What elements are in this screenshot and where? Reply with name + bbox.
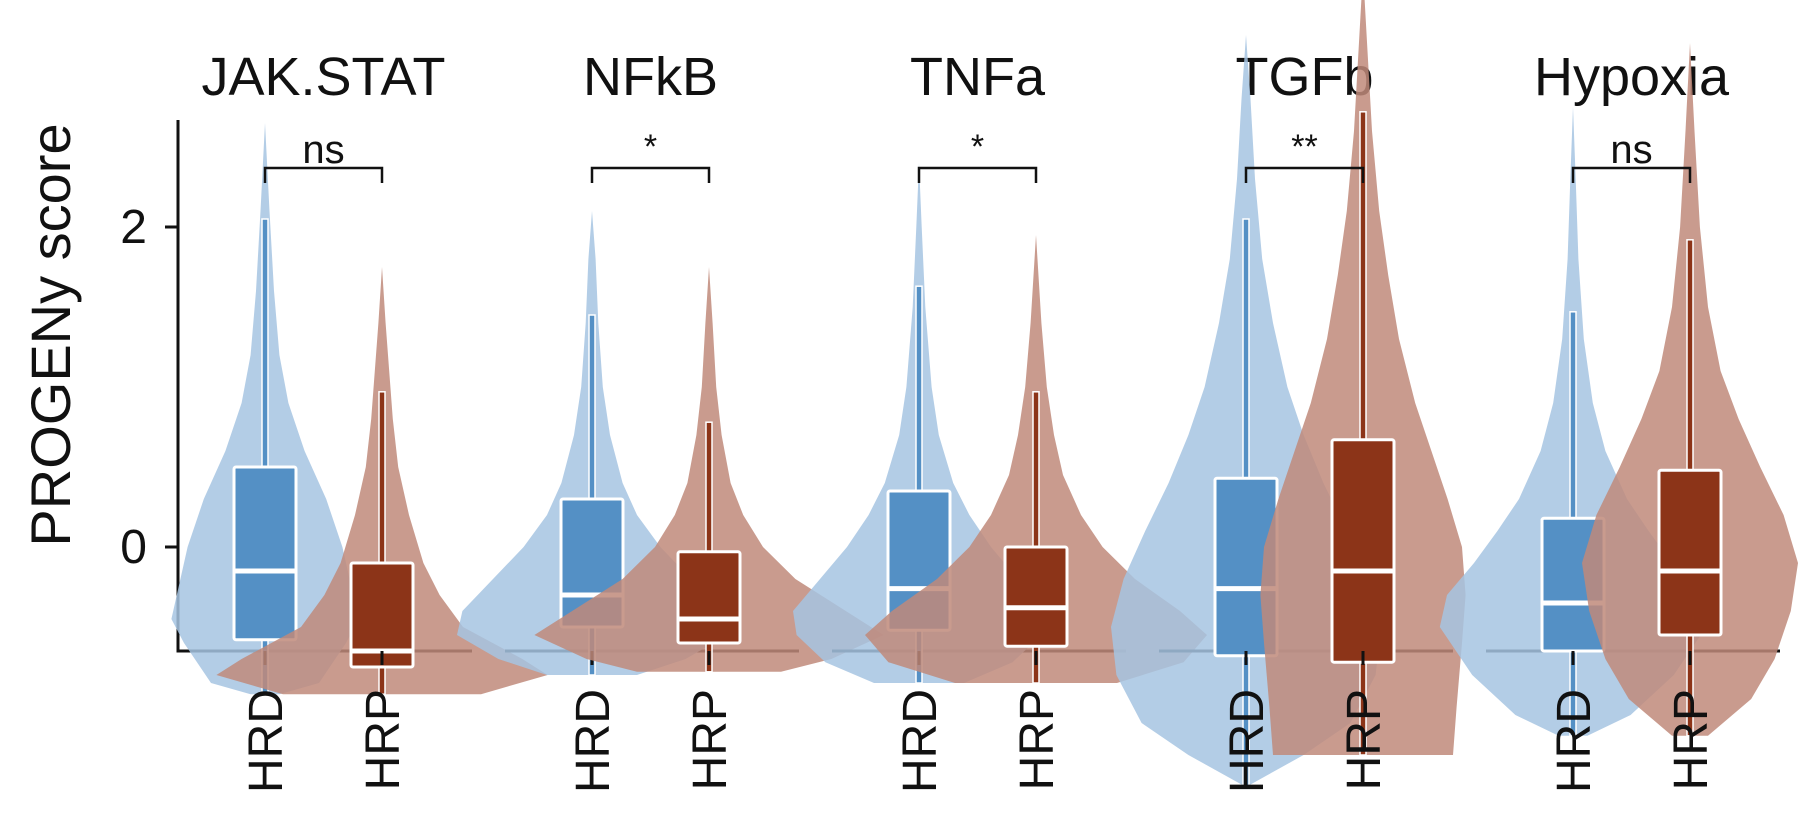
x-tick-label: HRP <box>1011 689 1064 790</box>
x-tick-label: HRP <box>1665 689 1718 790</box>
significance-bracket <box>1244 166 1365 183</box>
whisker-hrp <box>1032 391 1040 684</box>
box-hrd <box>232 465 298 642</box>
y-tick-label: 0 <box>120 521 147 574</box>
whisker-hrd <box>588 314 596 676</box>
significance-bracket <box>263 166 384 183</box>
x-tick-label: HRP <box>357 689 410 790</box>
x-tick-label: HRP <box>1338 689 1391 790</box>
y-tick-label: 2 <box>120 201 147 254</box>
significance-label: ns <box>1610 128 1652 172</box>
panel-nfkb: NFkB HRD HRP * <box>457 47 884 793</box>
x-tick-label: HRD <box>567 689 620 793</box>
significance-label: * <box>644 128 657 166</box>
whisker-hrp <box>1359 111 1367 756</box>
panel-hypoxia: Hypoxia HRD HRP ns <box>1439 43 1798 793</box>
panel-title: Hypoxia <box>1534 47 1730 107</box>
box-hrp <box>349 561 415 669</box>
significance-bracket <box>917 166 1038 183</box>
x-tick-label: HRD <box>894 689 947 793</box>
whisker-hrp <box>705 421 713 673</box>
significance-bracket <box>1571 166 1692 183</box>
x-tick-label: HRD <box>1548 689 1601 793</box>
significance-label: ns <box>302 128 344 172</box>
panel-tnfa: TNFa HRD HRP * <box>793 47 1207 793</box>
box-hrp <box>1657 468 1723 637</box>
significance-label: ** <box>1291 128 1317 166</box>
panel-title: TGFb <box>1235 47 1373 107</box>
panel-jak-stat: JAK.STAT HRD HRP ns <box>171 47 548 793</box>
whisker-hrd <box>261 218 269 695</box>
significance-label: * <box>971 128 984 166</box>
panel-title: NFkB <box>583 47 718 107</box>
panel-title: TNFa <box>910 47 1046 107</box>
significance-bracket <box>590 166 711 183</box>
box-hrp <box>676 550 742 645</box>
box-hrp <box>1330 438 1396 664</box>
x-tick-label: HRD <box>1221 689 1274 793</box>
x-tick-label: HRP <box>684 689 737 790</box>
box-hrp <box>1003 545 1069 648</box>
whisker-hrd <box>915 285 923 684</box>
panel-tgfb: TGFb HRD HRP ** <box>1111 0 1466 793</box>
whisker-hrp <box>378 391 386 695</box>
y-axis-label: PROGENy score <box>19 123 82 546</box>
panel-title: JAK.STAT <box>201 47 445 107</box>
x-tick-label: HRD <box>240 689 293 793</box>
